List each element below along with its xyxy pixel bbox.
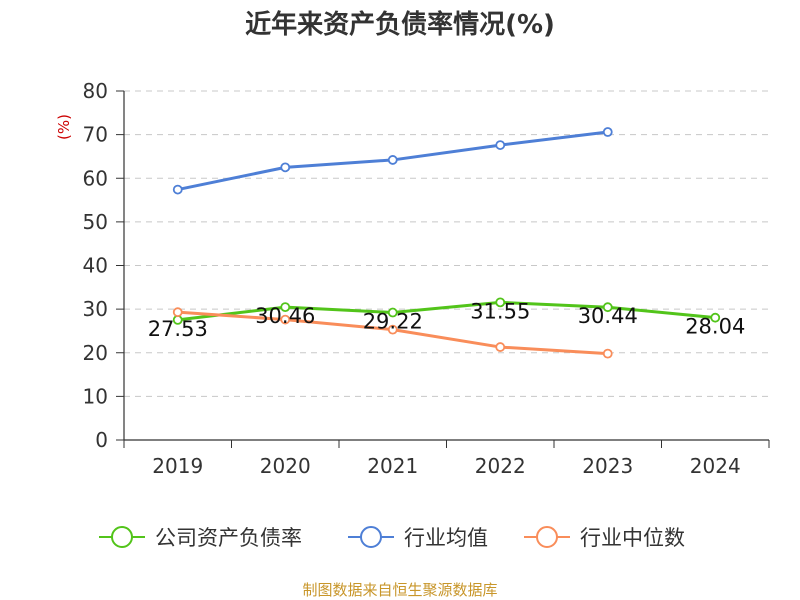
series bbox=[172, 127, 721, 359]
y-tick-label: 30 bbox=[83, 297, 108, 321]
data-label: 29.22 bbox=[363, 310, 423, 334]
x-tick-label: 2020 bbox=[260, 454, 311, 478]
series-point bbox=[495, 297, 506, 308]
source-note: 制图数据来自恒生聚源数据库 bbox=[302, 581, 497, 599]
series-point bbox=[495, 342, 506, 352]
x-tick-label: 2021 bbox=[367, 454, 418, 478]
data-labels: 27.53 30.46 29.22 31.55 30.44 28.04 bbox=[148, 299, 746, 341]
legend-marker bbox=[111, 526, 133, 548]
legend-label: 行业中位数 bbox=[580, 526, 685, 550]
y-tick-label: 60 bbox=[83, 166, 108, 190]
series-point bbox=[710, 312, 721, 323]
data-label: 30.44 bbox=[578, 304, 638, 328]
data-label: 31.55 bbox=[470, 299, 530, 323]
series-point bbox=[280, 162, 291, 173]
series-point bbox=[495, 140, 506, 150]
y-tick-label: 70 bbox=[83, 123, 108, 147]
legend-marker bbox=[360, 526, 382, 548]
series-point bbox=[602, 348, 613, 359]
series-point bbox=[280, 314, 291, 325]
grid bbox=[124, 90, 769, 397]
legend-label: 公司资产负债率 bbox=[155, 526, 302, 550]
y-tick-label: 10 bbox=[83, 384, 108, 408]
y-tick-label: 20 bbox=[83, 341, 108, 365]
legend: 公司资产负债率 行业均值 行业中位数 bbox=[99, 526, 685, 550]
series-point bbox=[602, 127, 613, 137]
y-tick-label: 80 bbox=[83, 79, 108, 103]
x-tick-label: 2023 bbox=[582, 454, 633, 478]
chart-title: 近年来资产负债率情况(%) bbox=[245, 9, 555, 40]
series-point bbox=[387, 155, 398, 165]
series-point bbox=[280, 302, 291, 313]
series-point bbox=[172, 307, 183, 318]
y-tick-label: 0 bbox=[95, 428, 108, 452]
y-tick-label: 50 bbox=[83, 210, 108, 234]
series-point bbox=[387, 324, 398, 335]
data-label: 30.46 bbox=[255, 304, 315, 328]
legend-marker bbox=[536, 526, 558, 548]
legend-label: 行业均值 bbox=[404, 526, 488, 550]
data-label: 27.53 bbox=[148, 317, 208, 341]
axes: 0 10 20 30 40 50 60 70 80 2019 2020 2021 2022 2023 202… bbox=[83, 79, 770, 478]
x-tick-label: 2019 bbox=[152, 454, 203, 478]
y-axis-unit: (%) bbox=[55, 114, 73, 140]
series-point bbox=[602, 302, 613, 313]
x-tick-label: 2024 bbox=[690, 454, 741, 478]
series-point bbox=[172, 184, 183, 195]
data-label: 28.04 bbox=[685, 315, 745, 339]
series-point bbox=[387, 307, 398, 318]
y-tick-label: 40 bbox=[83, 254, 108, 278]
series-line bbox=[177, 300, 716, 322]
x-tick-label: 2022 bbox=[475, 454, 526, 478]
